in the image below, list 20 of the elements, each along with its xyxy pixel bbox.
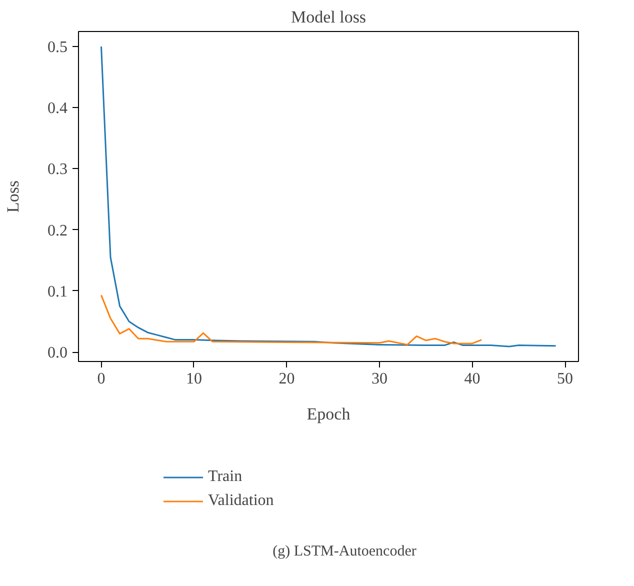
text: (g) LSTM-Autoencoder [272,544,416,560]
line-series [100,294,482,346]
x-tick-label: 30 [372,370,388,388]
y-tick-label: 0.2 [48,222,68,240]
line-series [100,46,557,348]
legend-label: Train [208,468,242,486]
y-tick-label: 0.4 [48,100,68,118]
y-tick-label: 0.5 [48,38,68,56]
x-tick-label: 0 [97,370,106,388]
y-tick-label: 0.3 [48,161,68,178]
x-tick-label: 50 [557,370,574,388]
y-tick-label: 0.1 [48,283,68,300]
y-tick-label: 0.0 [48,344,68,362]
x-tick-label: 10 [186,370,202,388]
x-axis-title: Epoch [306,404,351,424]
x-tick-label: 20 [278,370,295,388]
chart-title: Model loss [290,8,366,26]
legend-label: Validation [208,492,274,510]
x-tick-label: 40 [464,370,480,388]
y-axis-title: Loss [4,180,22,213]
